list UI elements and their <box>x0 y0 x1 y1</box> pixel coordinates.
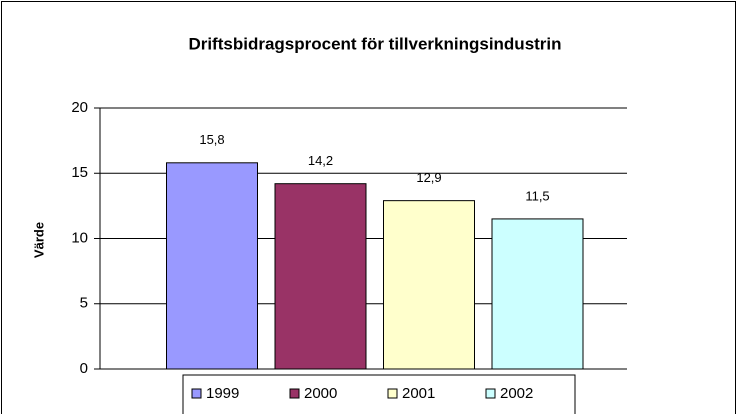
y-tick-label: 5 <box>80 295 88 312</box>
bar <box>166 162 258 370</box>
legend-swatch <box>191 388 202 399</box>
legend-swatch <box>485 388 496 399</box>
bar <box>274 183 367 370</box>
data-label: 15,8 <box>199 132 224 147</box>
legend-label: 1999 <box>206 385 239 402</box>
chart-title: Driftsbidragsprocent för tillverkningsin… <box>188 34 561 53</box>
legend-swatch <box>387 388 398 399</box>
legend-label: 2000 <box>304 385 337 402</box>
legend-label: 2002 <box>500 385 533 402</box>
y-tick-label: 10 <box>71 229 88 246</box>
data-label: 12,9 <box>416 170 441 185</box>
legend-swatch <box>289 388 300 399</box>
y-tick-label: 0 <box>80 360 88 377</box>
y-tick-label: 15 <box>71 164 88 181</box>
bar <box>491 218 584 370</box>
y-tick-label: 20 <box>71 99 88 116</box>
data-label: 11,5 <box>525 188 549 203</box>
legend-box <box>182 374 576 416</box>
bar <box>383 200 475 370</box>
y-axis-label: Värde <box>31 222 46 258</box>
data-label: 14,2 <box>308 153 333 168</box>
legend-label: 2001 <box>402 385 435 402</box>
